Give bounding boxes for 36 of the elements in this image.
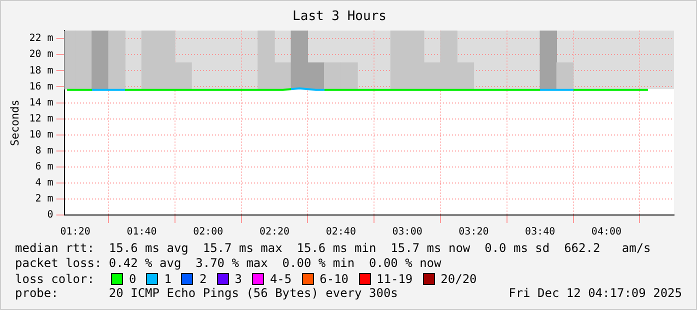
text: Fri Dec 12 04:17:09 2025 [508,286,682,301]
x-tick-label: 01:20 [60,226,90,238]
x-tick-label: 03:20 [458,226,489,238]
y-tick-label: 10 m [29,129,54,140]
x-tick-label: 02:00 [193,226,224,238]
text: 20/20 [440,272,477,286]
y-tick-label: 0 [47,210,54,221]
text: loss color: [15,272,96,286]
y-tick-label: 8 m [35,145,54,156]
text: probe: 20 ICMP Echo Pings (56 Bytes) every 300s [15,286,398,301]
y-tick-label: 22 m [29,33,54,44]
x-tick-label: 03:40 [525,226,556,238]
text: median rtt: 15.6 ms avg 15.7 ms max 15.6 ms min 15.7 ms now 0.0 ms sd 662.2 am/s [15,241,652,256]
y-tick-label: 12 m [29,113,54,124]
text: 4-5 [270,272,292,286]
text: 11-19 [376,272,413,286]
y-tick-label: 2 m [35,194,54,205]
x-tick-label: 04:00 [591,226,622,238]
text: 0 [129,272,136,286]
y-tick-label: 18 m [29,65,54,76]
x-tick-label: 01:40 [126,226,157,238]
x-tick-label: 02:40 [326,226,356,238]
text: packet loss: 0.42 % avg 3.70 % max 0.00 % min 0.00 % now [15,256,442,271]
text: 6-10 [320,272,349,286]
y-tick-label: 14 m [29,97,54,108]
y-axis-title: Seconds [8,100,22,146]
x-tick-label: 02:20 [259,226,290,238]
text: 2 [199,272,207,286]
x-tick-label: 03:00 [392,226,422,238]
text: 1 [164,272,172,286]
y-tick-label: 6 m [35,161,54,172]
y-tick-label: 16 m [29,81,54,92]
text: 3 [234,272,242,286]
y-tick-label: 20 m [29,49,54,60]
chart-title: Last 3 Hours [292,9,386,24]
y-tick-label: 4 m [35,178,54,189]
